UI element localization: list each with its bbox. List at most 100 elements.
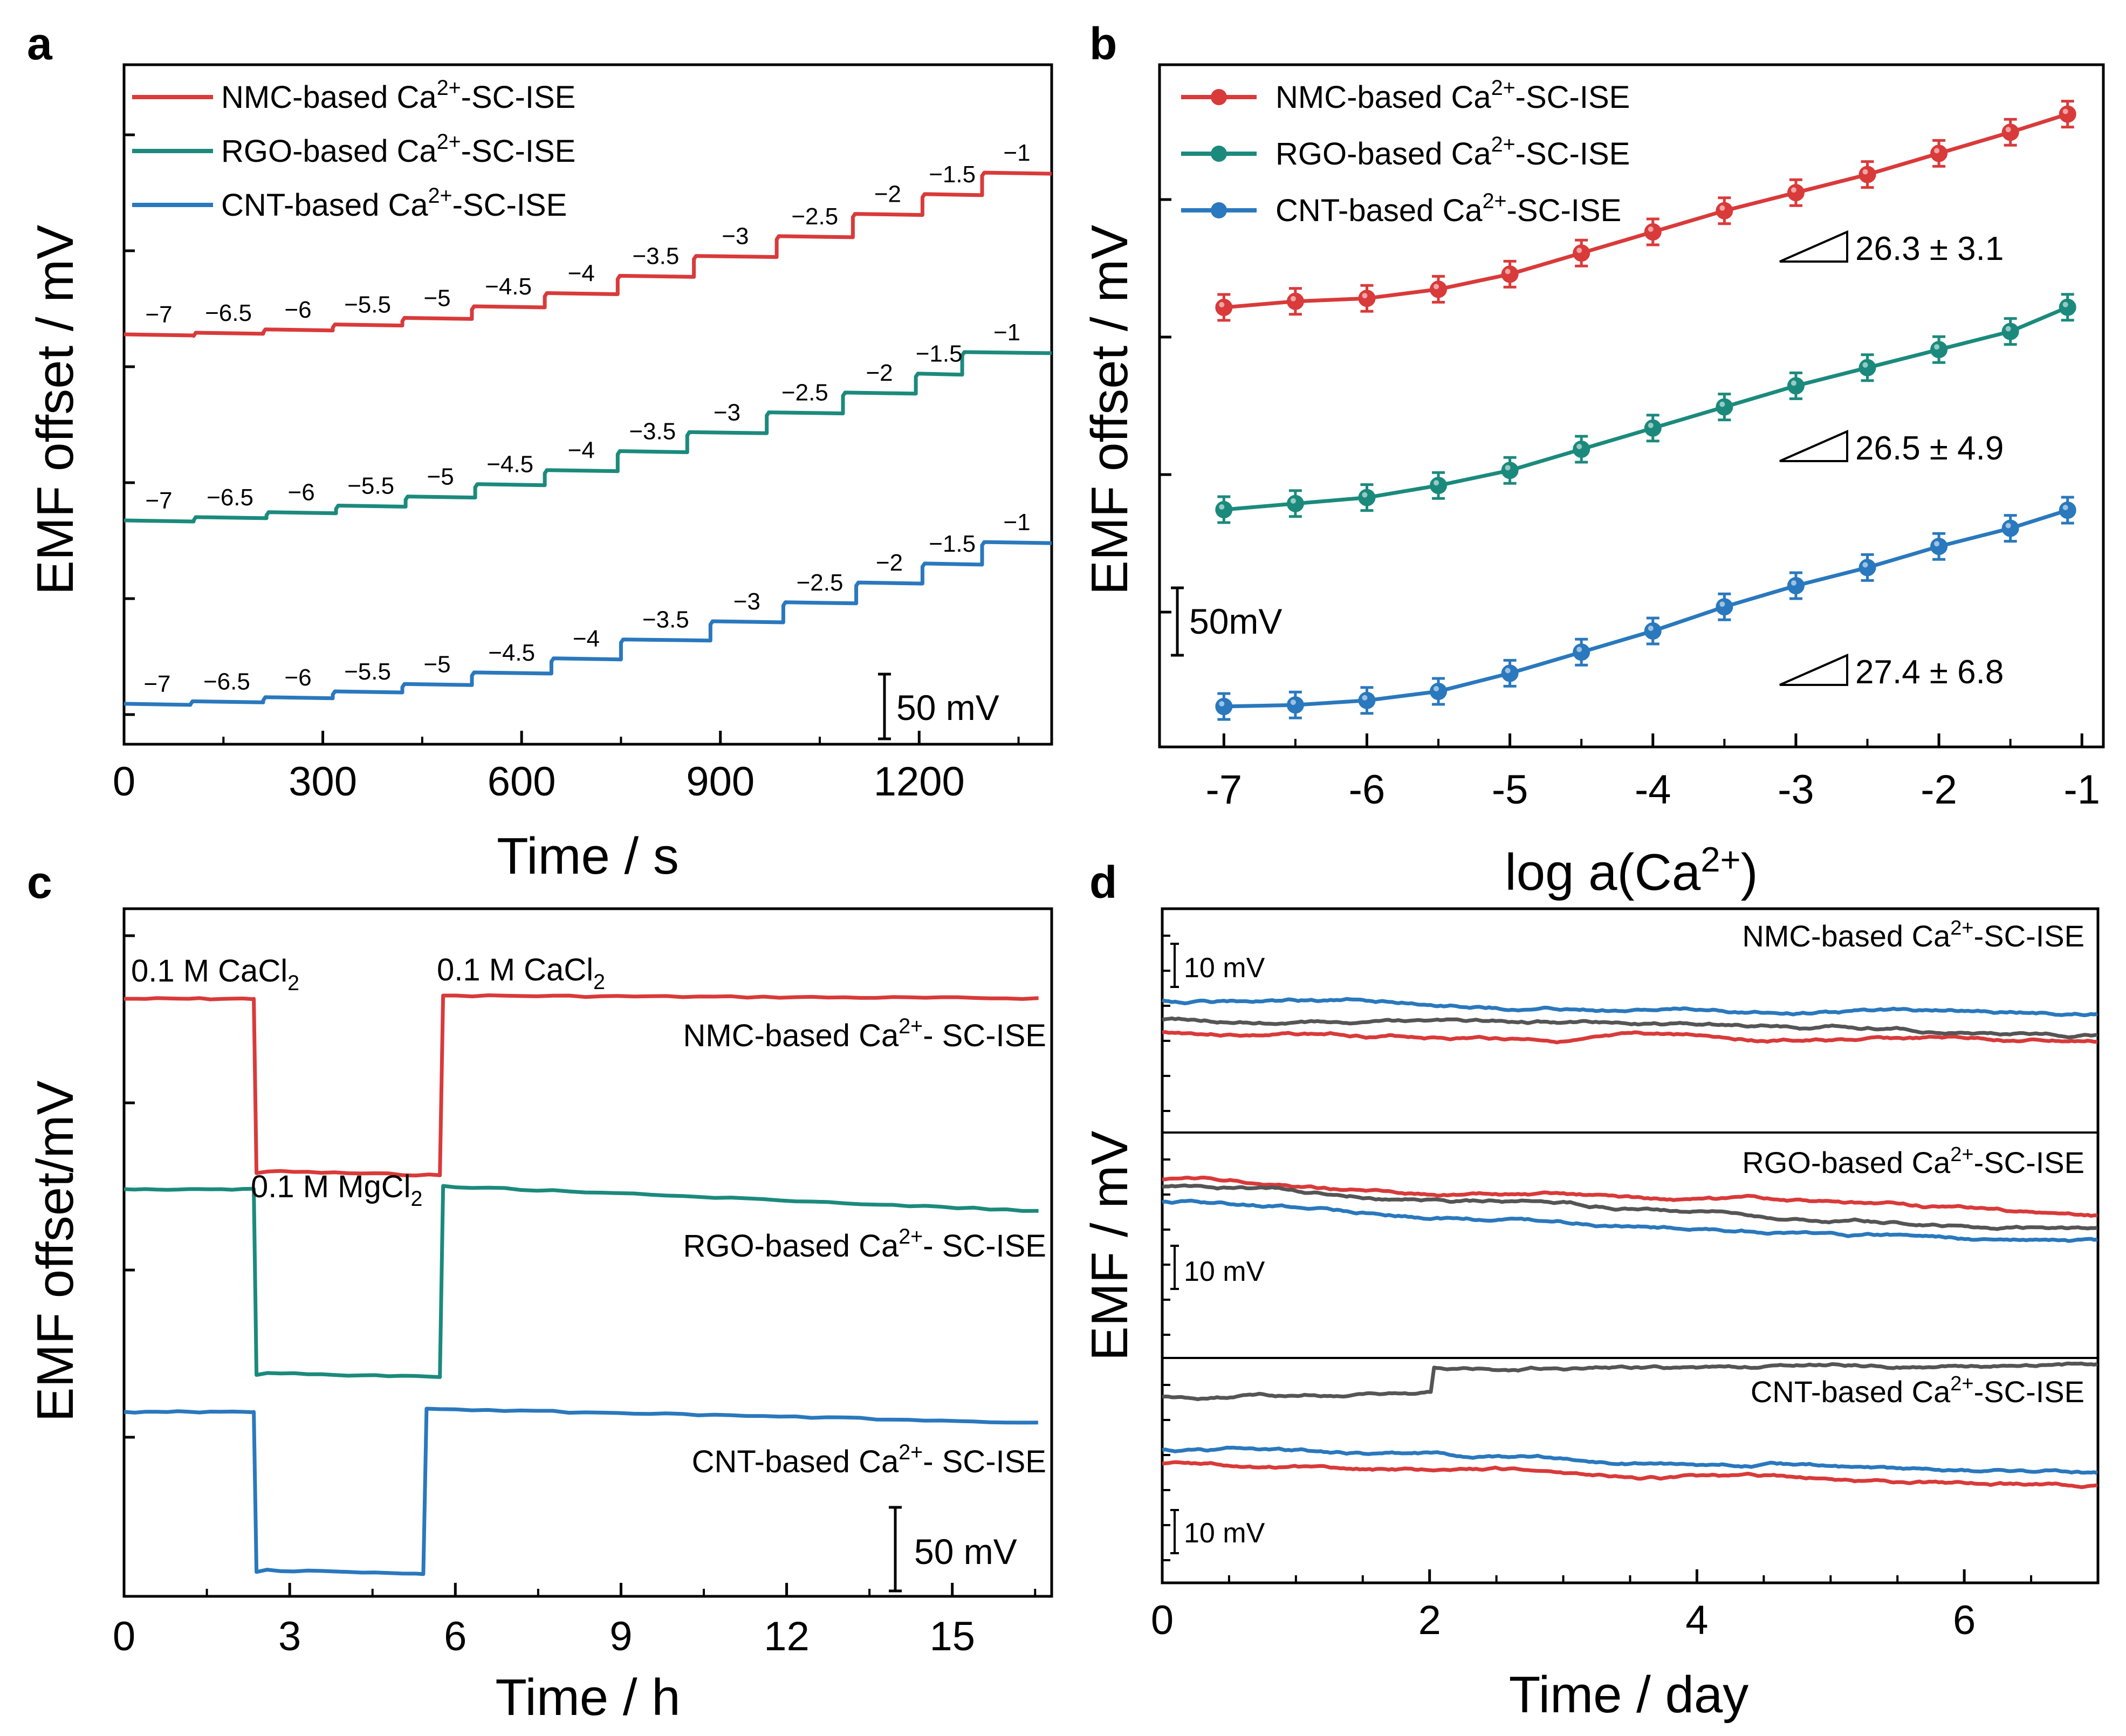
x-tick-label: -5 <box>1492 767 1528 813</box>
panel-letter-a: a <box>27 18 53 69</box>
panel-d: NMC-based Ca2+-SC-ISE 10 mV RGO-based Ca2+… <box>1081 907 2100 1724</box>
data-point-cnt <box>1501 658 1519 688</box>
step-label: −6.5 <box>203 668 250 695</box>
step-label: −4 <box>568 437 595 464</box>
x-tick-label: -3 <box>1778 767 1814 813</box>
series-group-b <box>1215 100 2076 721</box>
y-ticks-b <box>1160 198 1171 614</box>
data-point-rgo <box>1787 371 1805 400</box>
x-tick-label: 12 <box>764 1614 810 1659</box>
x-ticks-b: -7 -6 -5 -4 -3 -2 -1 <box>1206 733 2100 813</box>
step-label: −1.5 <box>929 161 976 188</box>
series-line-reference <box>1162 1183 2098 1231</box>
scale-bar-label-d: 10 mV <box>1184 1256 1265 1287</box>
legend-marker-cnt <box>1211 202 1227 218</box>
x-tick-label: 6 <box>1953 1597 1976 1643</box>
step-label: −2 <box>866 360 893 386</box>
x-tick-label: -6 <box>1349 767 1386 813</box>
series-line-nmc <box>1162 1460 2098 1490</box>
scale-bar-label-d: 10 mV <box>1184 1518 1265 1549</box>
panel-letter-c: c <box>27 857 52 908</box>
step-label: −5 <box>427 464 454 490</box>
data-point-cnt <box>2059 496 2076 525</box>
y-axis-title-b: EMF offset / mV <box>1081 225 1139 595</box>
data-point-rgo <box>1358 483 1376 512</box>
step-label: −3 <box>733 588 760 615</box>
step-label: −4.5 <box>485 273 532 300</box>
scale-bar-label-b: 50mV <box>1189 601 1282 641</box>
data-point-cnt <box>1430 677 1448 706</box>
step-label: −5.5 <box>347 472 394 499</box>
data-point-cnt <box>1644 616 1662 646</box>
y-axis-title-a: EMF offset / mV <box>26 225 84 595</box>
legend-label-rgo: RGO-based Ca2+-SC-ISE <box>221 130 575 169</box>
scale-bar-label-a: 50 mV <box>896 688 999 728</box>
step-label: −2 <box>874 181 901 208</box>
series-group-c <box>124 993 1039 1576</box>
series-group-a <box>124 170 1052 707</box>
step-label: −3 <box>722 223 749 250</box>
scale-bar-label-c: 50 mV <box>914 1532 1017 1572</box>
data-point-nmc <box>1644 217 1662 246</box>
step-label: −3 <box>714 399 740 426</box>
series-line-rgo <box>124 1184 1039 1379</box>
data-point-nmc <box>1430 275 1448 304</box>
panel-c: NMC-based Ca2+- SC-ISE RGO-based Ca2+- SC… <box>26 907 1053 1726</box>
slope-triangle-rgo <box>1779 429 1848 462</box>
step-label: −6 <box>284 664 311 691</box>
x-tick-label: 3 <box>278 1614 301 1659</box>
step-label: −5 <box>423 285 450 311</box>
step-label: −6 <box>284 297 311 323</box>
step-label: −4 <box>568 260 595 287</box>
data-point-rgo <box>2001 317 2019 346</box>
step-label: −2 <box>876 550 903 576</box>
data-point-cnt <box>1787 571 1805 600</box>
step-label: −2.5 <box>781 380 828 406</box>
data-point-nmc <box>1787 178 1805 207</box>
scale-bar-label-d: 10 mV <box>1184 952 1265 984</box>
scale-bar-a: 50 mV <box>878 673 999 740</box>
x-tick-label: 9 <box>609 1614 632 1659</box>
plot-frame-c <box>122 907 1053 1598</box>
x-tick-label: 15 <box>929 1614 975 1659</box>
step-label: −6.5 <box>207 484 253 511</box>
solution-annotation: 0.1 M MgCl2 <box>251 1169 422 1211</box>
y-axis-title-d: EMF / mV <box>1081 1131 1139 1361</box>
data-point-cnt <box>1930 532 1948 561</box>
step-label: −6 <box>288 479 315 506</box>
subpanel-title: CNT-based Ca2+-SC-ISE <box>1751 1373 2084 1409</box>
data-point-nmc <box>1858 160 1876 189</box>
step-label: −1.5 <box>916 341 963 367</box>
subpanel-titles-d: NMC-based Ca2+-SC-ISE 10 mV RGO-based Ca2+… <box>1162 917 2084 1561</box>
data-point-nmc <box>1215 293 1233 322</box>
data-point-rgo <box>1501 456 1519 485</box>
data-point-nmc <box>1358 284 1376 313</box>
x-tick-label: 0 <box>113 1614 135 1659</box>
series-line-nmc <box>1162 1030 2098 1045</box>
data-point-rgo <box>1286 489 1304 518</box>
legend-label-cnt: CNT-based Ca2+-SC-ISE <box>1275 189 1621 228</box>
plot-frame-a <box>122 63 1053 746</box>
panel-letter-d: d <box>1089 857 1117 908</box>
data-point-cnt <box>1573 637 1590 667</box>
step-labels-a: −7 −6.5 −6 −5.5 −5 −4.5 −4 −3.5 −3 −2.5 −2 −1.5 −1 −7… <box>143 140 1030 697</box>
plot-frame-b <box>1158 63 2105 749</box>
series-line-cnt <box>124 540 1052 707</box>
x-tick-label: 2 <box>1418 1597 1441 1643</box>
series-line-reference <box>1162 1016 2098 1039</box>
series-labels-c: NMC-based Ca2+- SC-ISE RGO-based Ca2+- SC… <box>683 1014 1046 1479</box>
step-label: −6.5 <box>205 300 252 326</box>
x-tick-label: 0 <box>1151 1597 1174 1643</box>
x-axis-title-c: Time / h <box>495 1669 680 1726</box>
panel-letter-b: b <box>1089 18 1117 69</box>
step-label: −3.5 <box>632 243 679 269</box>
series-line-reference <box>1162 1361 2098 1402</box>
data-point-cnt <box>2001 514 2019 543</box>
slope-value-cnt: 27.4 ± 6.8 <box>1855 654 2004 691</box>
x-tick-label: 1200 <box>874 759 965 805</box>
series-line-cnt <box>1162 997 2098 1018</box>
series-line-nmc <box>124 170 1052 338</box>
x-tick-label: 600 <box>488 759 556 805</box>
y-axis-title-c: EMF offset/mV <box>26 1080 84 1422</box>
